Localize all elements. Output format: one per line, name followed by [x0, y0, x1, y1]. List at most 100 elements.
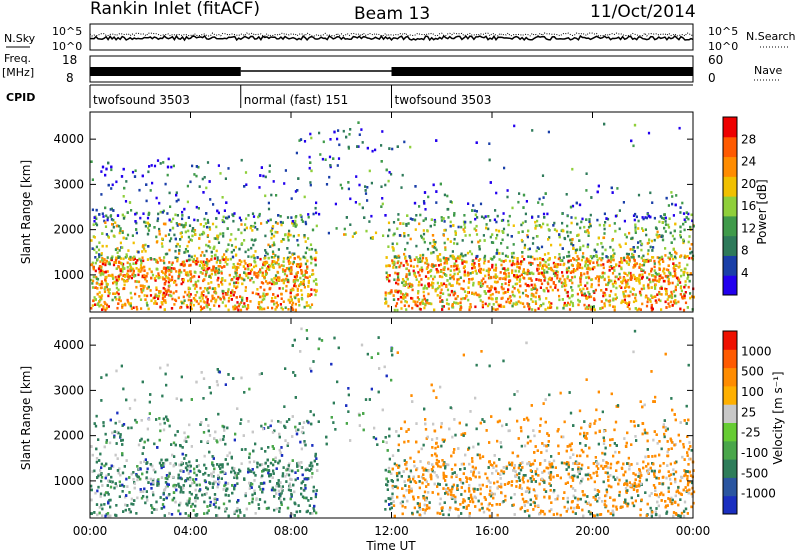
heat-cell-2246: [500, 305, 503, 308]
heat-cell-3773: [141, 174, 144, 178]
heat-cell-3016: [566, 224, 569, 228]
heat-cell-4283: [356, 145, 359, 148]
heat-cell-1145: [277, 258, 280, 262]
heat-cell-4047: [478, 268, 482, 271]
heat-cell-4307: [613, 305, 616, 309]
heat-cell-4164: [438, 253, 442, 256]
heat-cell-2919: [683, 218, 686, 221]
heat-cell-2385: [103, 290, 107, 293]
heat-cell-2343: [642, 287, 646, 290]
heat-cell-3127: [427, 292, 430, 296]
heat-cell-3285: [139, 284, 142, 287]
heat-cell-491: [470, 240, 474, 244]
heat-cell-3325: [117, 256, 120, 259]
heat-cell-125: [552, 272, 556, 275]
heat-cell-4044: [556, 306, 559, 310]
heat-cell-910: [171, 275, 174, 279]
heat-cell-398: [223, 253, 226, 256]
heat-cell-2265: [433, 223, 436, 227]
heat-cell-3332: [425, 267, 428, 271]
heat-cell-3363: [409, 256, 412, 259]
heat-cell-735: [215, 249, 218, 253]
heat-cell-4106: [633, 250, 636, 253]
heat-cell-363: [477, 259, 480, 262]
heat-cell-3320: [459, 308, 462, 311]
heat-cell-2295: [329, 138, 332, 141]
heat-cell-3789: [181, 301, 184, 305]
heat-cell-3316: [674, 294, 677, 298]
heat-cell-4140: [210, 250, 213, 254]
heat-cell-4110: [284, 233, 287, 236]
heat-cell-4266: [640, 256, 643, 260]
heat-cell-752: [487, 276, 491, 280]
heat-cell-1038: [453, 301, 456, 304]
heat-cell-4029: [681, 295, 684, 299]
heat-cell-3615: [205, 304, 208, 307]
heat-cell-3243: [610, 255, 613, 258]
heat-cell-3823: [129, 304, 132, 308]
heat-cell-778: [671, 281, 674, 285]
heat-cell-2464: [680, 289, 683, 293]
heat-cell-3029: [175, 245, 178, 248]
heat-cell-4368: [571, 238, 574, 241]
heat-cell-1158: [626, 294, 630, 298]
heat-cell-3035: [164, 271, 167, 274]
heat-cell-3245: [585, 172, 588, 175]
heat-cell-1018: [197, 275, 201, 279]
heat-cell-4337: [659, 258, 662, 262]
heat-cell-2754: [478, 263, 481, 266]
heat-cell-259: [626, 274, 629, 277]
heat-cell-3443: [142, 274, 145, 278]
heat-cell-2944: [572, 244, 575, 247]
heat-cell-3786: [502, 260, 505, 263]
heat-cell-3980: [451, 303, 454, 306]
heat-cell-3709: [474, 269, 477, 273]
heat-cell-3625: [243, 185, 246, 188]
heat-cell-557: [189, 293, 192, 296]
heat-cell-698: [645, 304, 649, 308]
heat-cell-2082: [244, 289, 247, 292]
heat-cell-2097: [629, 248, 632, 251]
heat-cell-3613: [293, 222, 296, 225]
heat-cell-3766: [122, 274, 125, 277]
heat-cell-4311: [195, 262, 198, 266]
heat-cell-4043: [303, 234, 306, 237]
heat-cell-4310: [679, 307, 682, 311]
heat-cell-4295: [281, 221, 284, 224]
heat-cell-357: [304, 220, 307, 224]
heat-cell-3090: [252, 225, 255, 228]
heat-cell-4057: [357, 121, 360, 124]
heat-cell-2897: [292, 224, 295, 227]
heat-cell-3408: [456, 242, 459, 246]
heat-cell-2960: [642, 254, 645, 258]
heat-cell-169: [206, 218, 209, 222]
heat-cell-886: [129, 269, 132, 273]
heat-cell-428: [204, 273, 208, 276]
heat-cell-506: [397, 282, 400, 286]
heat-cell-3291: [407, 222, 410, 225]
heat-cell-965: [667, 226, 671, 229]
heat-cell-234: [524, 282, 527, 286]
heat-cell-2575: [241, 305, 245, 308]
heat-cell-1119: [601, 257, 604, 260]
heat-cell-636: [684, 220, 687, 223]
heat-cell-825: [161, 276, 164, 279]
heat-cell-817: [117, 288, 120, 292]
heat-cell-2813: [534, 284, 537, 288]
heat-cell-1062: [182, 295, 185, 299]
heat-cell-3167: [227, 288, 230, 291]
heat-cell-3040: [593, 291, 596, 294]
heat-cell-3190: [624, 272, 627, 275]
heat-cell-3529: [531, 300, 534, 303]
heat-cell-4074: [187, 273, 190, 277]
heat-cell-3297: [441, 305, 444, 308]
heat-cell-3487: [174, 299, 178, 303]
heat-cell-846: [456, 264, 459, 267]
heat-cell-900: [142, 286, 145, 290]
heat-cell-35: [105, 244, 108, 248]
heat-cell-305: [504, 282, 507, 285]
heat-cell-181: [584, 262, 587, 265]
colorbar-swatch-4: [723, 196, 737, 217]
heat-cell-312: [198, 296, 201, 300]
heat-cell-3238: [93, 219, 96, 223]
